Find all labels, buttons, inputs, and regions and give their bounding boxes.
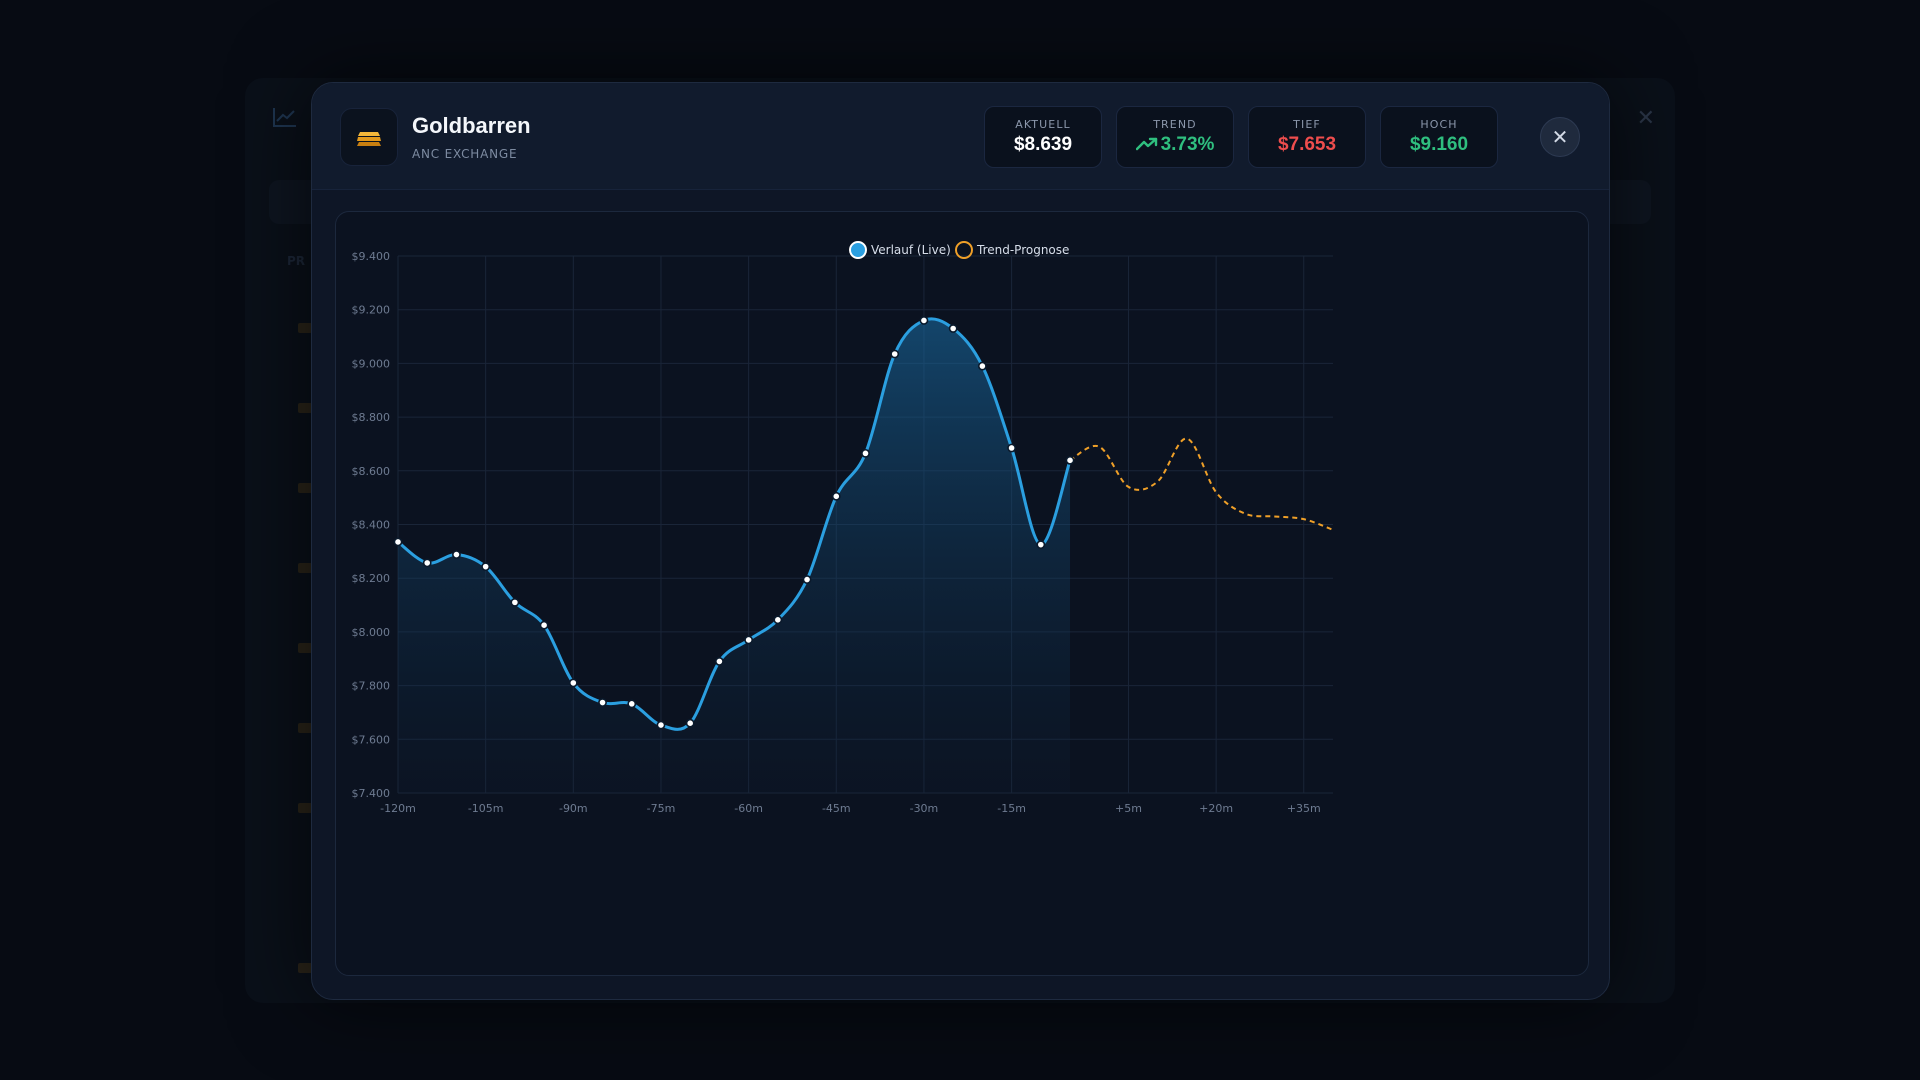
data-point[interactable] [861,448,870,458]
stat-trend: TREND 3.73% [1116,106,1234,168]
stat-low: TIEF $7.653 [1248,106,1366,168]
background-row-icon [298,403,312,413]
data-point[interactable] [393,537,403,547]
y-tick-label: $8.000 [352,626,391,639]
background-column-header: PR [287,254,306,268]
y-tick-label: $8.400 [352,519,391,532]
stat-high: HOCH $9.160 [1380,106,1498,168]
stat-trend-value: 3.73% [1160,134,1215,155]
background-row-icon [298,643,312,653]
y-tick-label: $7.400 [352,787,391,800]
stat-trend-row: 3.73% [1117,134,1233,156]
background-row-icon [298,483,312,493]
y-tick-label: $7.800 [352,680,391,693]
close-button[interactable]: ✕ [1540,117,1580,157]
stat-low-label: TIEF [1293,118,1321,131]
stat-current-label: AKTUELL [1015,118,1071,131]
x-tick-label: -120m [380,802,416,815]
stat-current-value: $8.639 [1013,134,1073,155]
legend-marker [849,241,867,259]
data-point[interactable] [452,550,461,559]
data-point[interactable] [744,635,754,645]
stat-current: AKTUELL $8.639 [984,106,1102,168]
gold-bars-icon [340,108,398,166]
y-tick-label: $9.200 [352,304,391,317]
background-close-icon: ✕ [1636,106,1655,131]
data-point[interactable] [510,597,520,607]
data-point[interactable] [773,615,783,625]
data-point[interactable] [656,720,666,730]
legend-item-forecast[interactable]: Trend-Prognose [955,241,1069,259]
background-row-icon [298,803,312,813]
data-point[interactable] [539,620,549,630]
asset-chart-modal: Goldbarren ANC EXCHANGE AKTUELL $8.639 T… [311,82,1610,1000]
x-tick-label: -30m [910,802,939,815]
data-point[interactable] [627,699,637,709]
data-point[interactable] [948,324,958,333]
stat-trend-label: TREND [1153,118,1197,131]
y-tick-label: $9.000 [352,357,391,370]
price-chart[interactable]: $9.400 $9.200 $9.000 $8.800 $8.600 $8.400 $8.2… [336,212,1588,975]
y-tick-label: $8.800 [352,411,391,424]
chart-panel: $9.400 $9.200 $9.000 $8.800 $8.600 $8.400 $8.2… [335,211,1589,976]
chart-icon [273,108,296,127]
asset-name: Goldbarren [412,113,531,138]
y-tick-label: $8.200 [352,572,391,585]
data-point[interactable] [422,558,432,568]
forecast-series-line [1069,437,1334,531]
y-tick-label: $7.600 [352,733,391,746]
live-area-fill [398,318,1071,793]
trend-up-icon [1135,137,1157,151]
x-tick-label: -105m [468,802,504,815]
x-tick-label: +35m [1287,802,1321,815]
close-icon: ✕ [1551,125,1569,149]
x-tick-label: -15m [997,802,1026,815]
data-point[interactable] [1036,540,1046,550]
x-tick-label: +20m [1199,802,1233,815]
y-tick-label: $8.600 [352,465,391,478]
data-point[interactable] [977,361,987,371]
data-point[interactable] [919,316,929,325]
data-point[interactable] [890,349,900,359]
data-point[interactable] [598,698,607,707]
legend-label: Verlauf (Live) [871,243,951,257]
x-tick-label: -45m [822,802,851,815]
legend-marker [955,241,973,259]
x-tick-label: -75m [647,802,676,815]
data-point[interactable] [481,562,491,572]
data-point[interactable] [568,678,578,688]
background-row-icon [298,963,312,973]
background-row-icon [298,723,312,733]
stat-high-label: HOCH [1420,118,1458,131]
background-row-icon [298,323,312,333]
data-point[interactable] [802,575,812,584]
background-row-icon [298,563,312,573]
stat-high-value: $9.160 [1409,134,1469,155]
modal-header: Goldbarren ANC EXCHANGE AKTUELL $8.639 T… [312,83,1609,190]
legend-item-live[interactable]: Verlauf (Live) [849,241,951,259]
data-point[interactable] [715,657,724,666]
legend-label: Trend-Prognose [976,243,1069,257]
x-tick-label: -60m [734,802,763,815]
y-tick-label: $9.400 [352,250,391,263]
data-point[interactable] [685,718,695,728]
x-tick-label: -90m [559,802,588,815]
asset-exchange: ANC EXCHANGE [412,147,518,161]
stat-low-value: $7.653 [1277,134,1337,155]
x-tick-label: +5m [1115,802,1142,815]
data-point[interactable] [1065,455,1075,465]
data-point[interactable] [1007,443,1016,453]
data-point[interactable] [831,491,841,501]
